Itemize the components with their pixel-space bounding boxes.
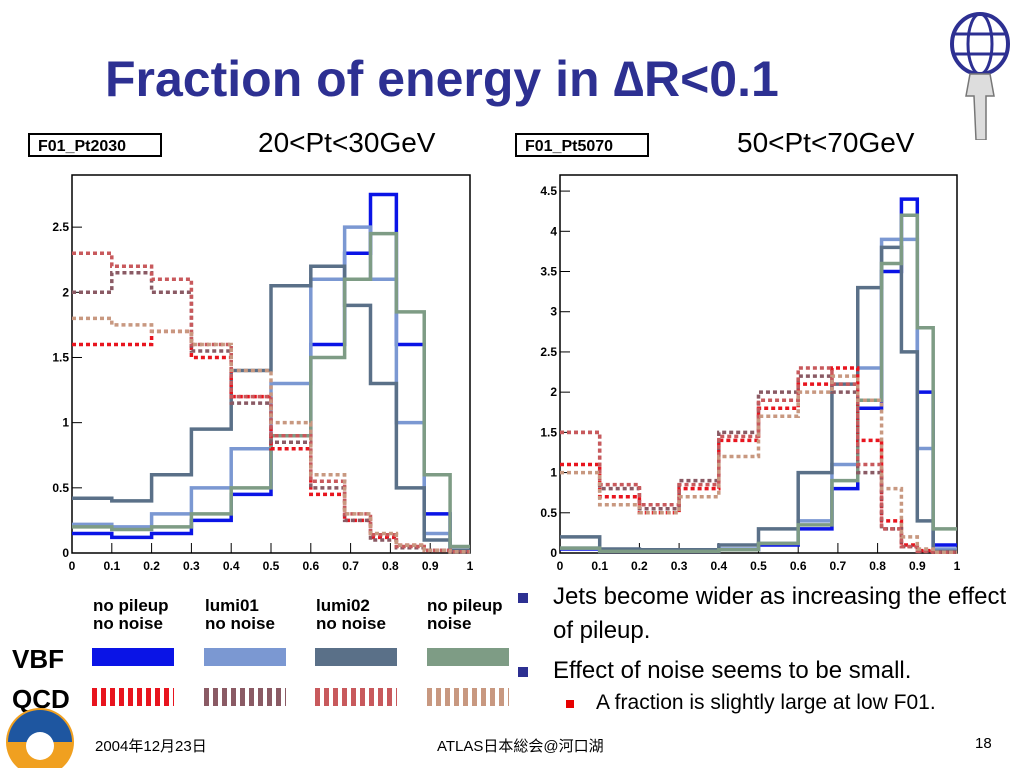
legend-swatch (204, 648, 286, 666)
y-tick-label: 0 (62, 546, 69, 560)
x-tick-label: 1 (467, 559, 474, 573)
bullet-text: Jets become wider as increasing the effe… (553, 583, 1007, 644)
series-line (72, 264, 470, 553)
y-tick-label: 1.5 (52, 350, 69, 364)
y-tick-label: 2.5 (540, 345, 557, 359)
x-tick-label: 0.2 (143, 559, 160, 573)
x-tick-label: 0.7 (342, 559, 359, 573)
footer-date: 2004年12月23日 (95, 738, 207, 755)
legend-col-1-line2: no noise (93, 614, 163, 633)
x-tick-label: 0.5 (263, 559, 280, 573)
x-tick-label: 0.6 (302, 559, 319, 573)
histogram-charts: 0 0.1 0.2 0.3 0.4 0.5 0.6 0.7 0.8 0.9 1 0 0.5 1 1.5 2 2.… (52, 174, 961, 573)
legend-col-4-line2: noise (427, 614, 472, 633)
x-tick-label: 0.1 (103, 559, 120, 573)
x-tick-label: 0 (557, 559, 564, 573)
legend-col-4-line1: no pileup (427, 596, 503, 615)
slide-title: Fraction of energy in ∆R<0.1 (105, 51, 779, 107)
x-tick-label: 0.1 (591, 559, 608, 573)
x-tick-label: 0.5 (750, 559, 767, 573)
y-tick-label: 1.5 (540, 425, 557, 439)
pt-label-right: 50<Pt<70GeV (737, 127, 915, 158)
legend-col-2-line1: lumi01 (205, 596, 259, 615)
y-tick-label: 2.5 (52, 220, 69, 234)
series-line (560, 366, 957, 554)
x-tick-label: 0.7 (830, 559, 847, 573)
pt-label-left: 20<Pt<30GeV (258, 127, 436, 158)
legend-swatch (92, 648, 174, 666)
y-tick-label: 2 (550, 385, 557, 399)
hist-name-box-left: F01_Pt2030 (28, 133, 162, 157)
x-tick-label: 1 (954, 559, 961, 573)
x-tick-label: 0.3 (183, 559, 200, 573)
square-bullet-icon (518, 593, 528, 603)
x-tick-label: 0.3 (671, 559, 688, 573)
atlas-logo-icon (950, 12, 1010, 140)
x-tick-label: 0.9 (909, 559, 926, 573)
x-tick-label: 0.8 (382, 559, 399, 573)
legend-col-3-line1: lumi02 (316, 596, 370, 615)
legend-col-3: lumi02 no noise (316, 597, 386, 633)
bullet-list: Jets become wider as increasing the effe… (518, 580, 1018, 718)
legend-col-4: no pileup noise (427, 597, 503, 633)
legend-swatch (315, 648, 397, 666)
bullet-text: Effect of noise seems to be small. (553, 657, 912, 684)
legend-col-1: no pileup no noise (93, 597, 169, 633)
bullet-item: Jets become wider as increasing the effe… (518, 580, 1018, 648)
y-tick-label: 4.5 (540, 184, 557, 198)
square-bullet-icon (566, 700, 574, 708)
x-tick-label: 0.4 (710, 559, 727, 573)
bullet-item: Effect of noise seems to be small. (518, 654, 1018, 688)
legend-swatch (427, 648, 509, 666)
legend-swatch (427, 688, 509, 706)
legend-col-1-line1: no pileup (93, 596, 169, 615)
series-line (72, 231, 470, 549)
sub-bullet-text: A fraction is slightly large at low F01. (596, 691, 936, 714)
y-tick-label: 2 (62, 285, 69, 299)
legend-col-3-line2: no noise (316, 614, 386, 633)
x-tick-label: 0.4 (223, 559, 240, 573)
series-line (72, 316, 470, 554)
square-bullet-icon (518, 667, 528, 677)
legend-swatch (92, 688, 174, 706)
x-tick-label: 0.6 (790, 559, 807, 573)
y-tick-label: 0.5 (52, 481, 69, 495)
legend-col-2: lumi01 no noise (205, 597, 275, 633)
x-tick-label: 0.9 (422, 559, 439, 573)
hist-name-box-right: F01_Pt5070 (515, 133, 649, 157)
series-line (560, 374, 957, 554)
y-tick-label: 0.5 (540, 506, 557, 520)
x-tick-label: 0 (69, 559, 76, 573)
x-tick-label: 0.8 (869, 559, 886, 573)
legend-row-label-vbf: VBF (12, 644, 64, 674)
series-line (560, 374, 957, 554)
institution-logo-icon (6, 708, 74, 768)
y-tick-label: 0 (550, 546, 557, 560)
y-tick-label: 3 (550, 305, 557, 319)
sub-bullet-item: A fraction is slightly large at low F01. (518, 688, 1018, 718)
legend-col-2-line2: no noise (205, 614, 275, 633)
y-tick-label: 4 (550, 224, 557, 238)
legend-swatch (204, 688, 286, 706)
series-line (560, 213, 957, 554)
page-number: 18 (975, 735, 992, 752)
x-tick-label: 0.2 (631, 559, 648, 573)
y-tick-label: 3.5 (540, 265, 557, 279)
y-tick-label: 1 (62, 416, 69, 430)
legend-swatch (315, 688, 397, 706)
y-tick-label: 1 (550, 466, 557, 480)
footer-center: ATLAS日本総会@河口湖 (437, 738, 604, 755)
